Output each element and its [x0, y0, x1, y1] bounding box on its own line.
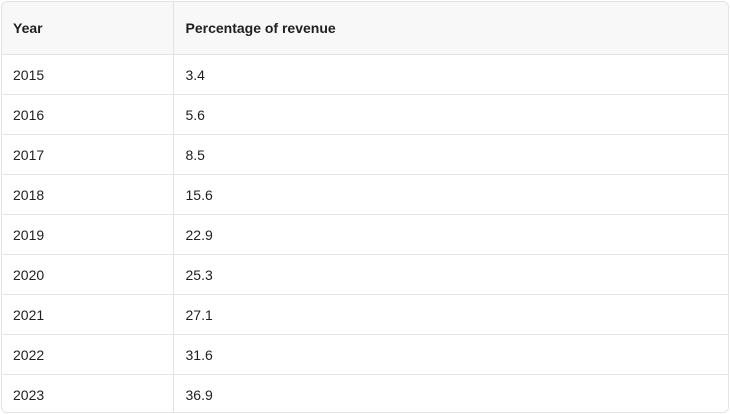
- table-row: 2021 27.1: [2, 294, 728, 335]
- year-cell: 2023: [2, 374, 173, 412]
- percentage-cell: 3.4: [172, 54, 728, 95]
- percentage-cell: 8.5: [172, 134, 728, 175]
- year-cell: 2016: [2, 94, 173, 135]
- percentage-cell: 27.1: [172, 294, 728, 335]
- table-row: 2023 36.9: [2, 374, 728, 412]
- percentage-cell: 22.9: [172, 214, 728, 255]
- header-row: Year Percentage of revenue: [2, 2, 728, 55]
- table-row: 2020 25.3: [2, 254, 728, 295]
- table-row: 2017 8.5: [2, 134, 728, 175]
- percentage-cell: 15.6: [172, 174, 728, 215]
- year-cell: 2022: [2, 334, 173, 375]
- percentage-cell: 31.6: [172, 334, 728, 375]
- column-header-year: Year: [2, 2, 173, 55]
- table-row: 2016 5.6: [2, 94, 728, 135]
- table-row: 2022 31.6: [2, 334, 728, 375]
- table-row: 2018 15.6: [2, 174, 728, 215]
- year-cell: 2021: [2, 294, 173, 335]
- year-cell: 2017: [2, 134, 173, 175]
- percentage-cell: 36.9: [172, 374, 728, 412]
- table-row: 2019 22.9: [2, 214, 728, 255]
- year-cell: 2015: [13, 66, 45, 83]
- percentage-cell: 5.6: [172, 94, 728, 135]
- table-row: 2015 3.4: [2, 54, 728, 95]
- year-cell: 2019: [2, 214, 173, 255]
- column-header-percentage: Percentage of revenue: [172, 2, 728, 55]
- table-header: Year Percentage of revenue: [2, 2, 728, 55]
- year-cell: 2018: [2, 174, 173, 215]
- table-body: 2015 3.4 2016 5.6 2017 8.5 2018 15.6 201…: [2, 54, 728, 412]
- percentage-cell: 25.3: [172, 254, 728, 295]
- year-cell: 2020: [2, 254, 173, 295]
